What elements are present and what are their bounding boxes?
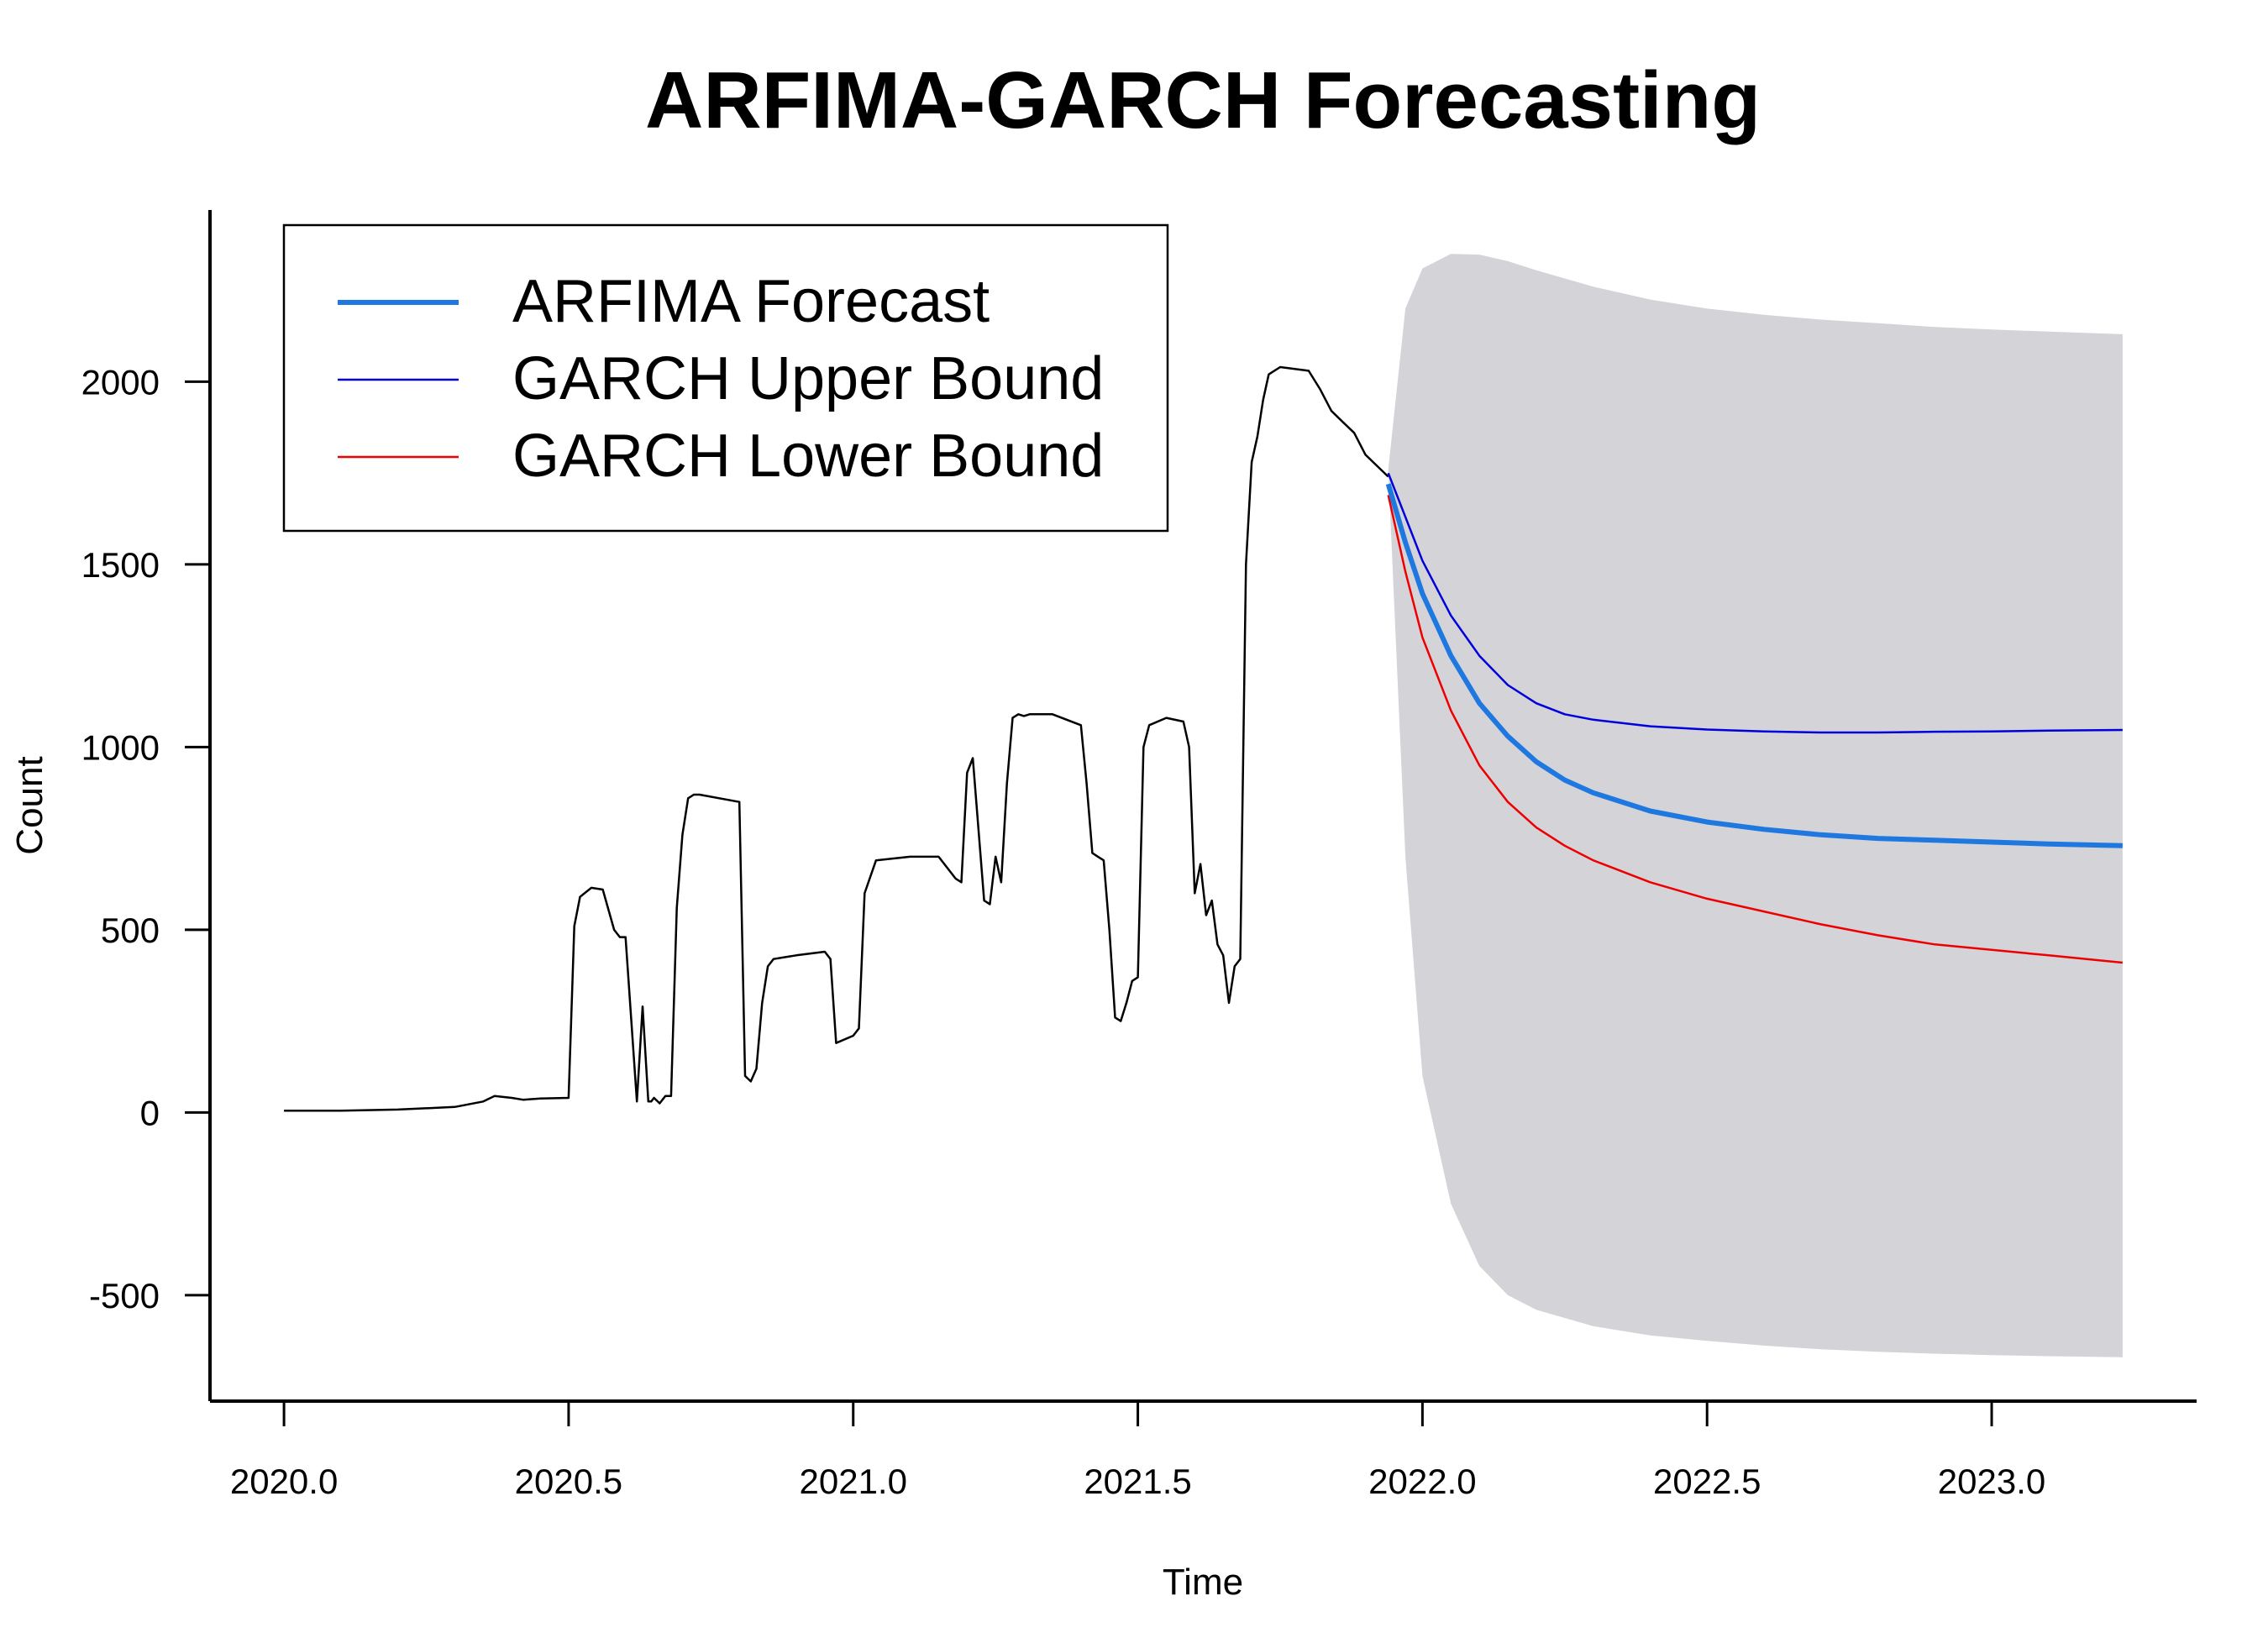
x-tick-label: 2020.5 [515,1462,622,1501]
confidence-band [1388,254,2123,1357]
y-tick-label: -500 [89,1276,160,1315]
garch-lower-bound-line [1387,495,2124,964]
y-ticks-layer: -500 0 500 1000 1500 2000 [81,362,210,1315]
garch-upper-bound-line [1387,472,2123,734]
arfima-forecast-line [1385,483,2123,848]
y-tick-label: 500 [101,911,160,950]
y-tick-label: 2000 [81,362,160,402]
x-tick-label: 2022.5 [1653,1462,1761,1501]
legend: ARFIMA Forecast GARCH Upper Bound GARCH … [282,223,1169,533]
y-tick-label: 1500 [81,545,160,585]
confidence-band-layer [1388,254,2123,1357]
x-tick-label: 2020.0 [230,1462,338,1501]
y-tick-label: 1000 [81,727,160,767]
y-tick-label: 0 [140,1093,160,1132]
observed-series-line [284,365,1389,1112]
legend-label-garch-upper: GARCH Upper Bound [512,345,1104,412]
x-tick-label: 2022.0 [1368,1462,1476,1501]
x-ticks-layer: 2020.0 2020.5 2021.0 2021.5 2022.0 2022.5 2023… [230,1401,2045,1501]
y-axis-label: Count [9,756,50,854]
series-lines-layer [284,365,2124,1112]
x-tick-label: 2021.0 [800,1462,907,1501]
legend-label-arfima-forecast: ARFIMA Forecast [512,268,990,335]
x-tick-label: 2023.0 [1938,1462,2045,1501]
legend-box [282,223,1169,533]
x-axis-label: Time [1163,1562,1243,1603]
chart-title: ARFIMA-GARCH Forecasting [645,55,1761,145]
axes-layer [208,210,2197,1403]
x-tick-label: 2021.5 [1084,1462,1191,1501]
legend-label-garch-lower: GARCH Lower Bound [512,423,1104,490]
